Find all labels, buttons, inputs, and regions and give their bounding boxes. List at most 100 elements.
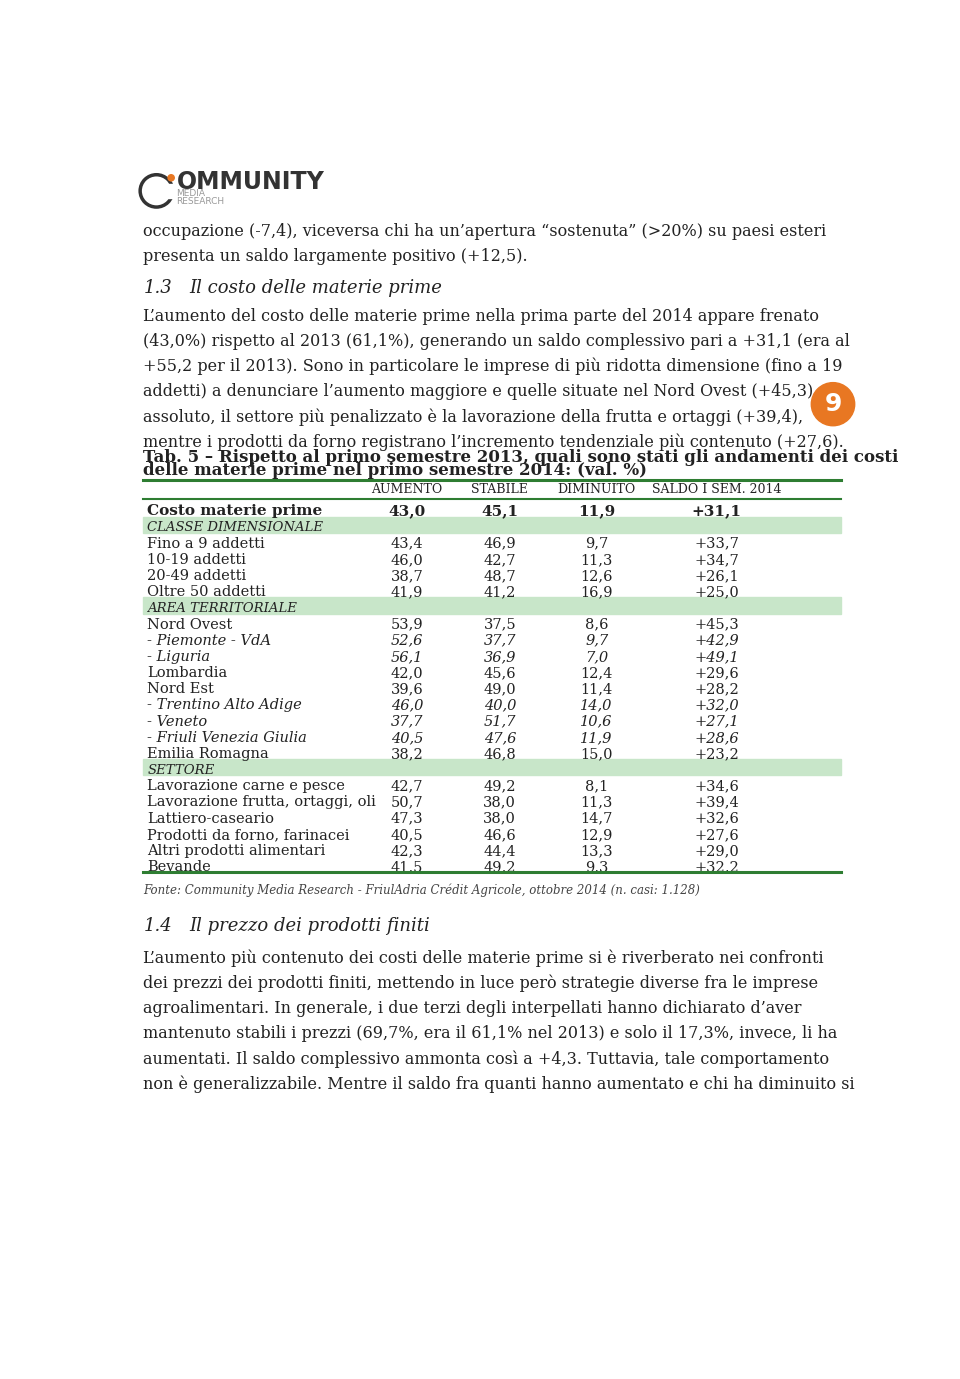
Text: Emilia Romagna: Emilia Romagna: [147, 747, 269, 761]
Text: 43,0: 43,0: [388, 505, 425, 519]
Text: Lavorazione frutta, ortaggi, oli: Lavorazione frutta, ortaggi, oli: [147, 796, 376, 809]
Bar: [143, 517, 841, 532]
Text: +27,6: +27,6: [694, 827, 739, 841]
Text: Altri prodotti alimentari: Altri prodotti alimentari: [147, 844, 325, 858]
Text: 40,0: 40,0: [484, 699, 516, 713]
Text: Lattiero-caseario: Lattiero-caseario: [147, 812, 275, 826]
Text: 11,9: 11,9: [578, 505, 615, 519]
Text: 42,0: 42,0: [391, 666, 423, 680]
Text: OMMUNITY: OMMUNITY: [177, 171, 324, 194]
Text: 20-49 addetti: 20-49 addetti: [147, 570, 247, 583]
Text: 49,2: 49,2: [484, 860, 516, 874]
Text: 41,2: 41,2: [484, 585, 516, 600]
Text: 43,4: 43,4: [391, 536, 423, 550]
Text: Prodotti da forno, farinacei: Prodotti da forno, farinacei: [147, 827, 349, 841]
Text: Oltre 50 addetti: Oltre 50 addetti: [147, 585, 266, 600]
Text: Costo materie prime: Costo materie prime: [147, 505, 323, 519]
Text: 13,3: 13,3: [580, 844, 612, 858]
Text: 46,0: 46,0: [391, 699, 423, 713]
Text: +29,0: +29,0: [694, 844, 739, 858]
Text: 41,5: 41,5: [391, 860, 423, 874]
Text: Nord Ovest: Nord Ovest: [147, 618, 232, 632]
Text: L’aumento più contenuto dei costi delle materie prime si è riverberato nei confr: L’aumento più contenuto dei costi delle …: [143, 949, 854, 1094]
Text: occupazione (-7,4), viceversa chi ha un’apertura “sostenuta” (>20%) su paesi est: occupazione (-7,4), viceversa chi ha un’…: [143, 223, 827, 265]
Text: 40,5: 40,5: [391, 827, 423, 841]
Text: 39,6: 39,6: [391, 683, 423, 696]
Text: 9: 9: [825, 392, 842, 416]
Text: Il prezzo dei prodotti finiti: Il prezzo dei prodotti finiti: [190, 917, 430, 935]
Text: - Liguria: - Liguria: [147, 650, 210, 663]
Text: 8,1: 8,1: [585, 779, 609, 793]
Text: 14,0: 14,0: [581, 699, 612, 713]
Bar: [143, 597, 841, 614]
Text: 38,2: 38,2: [391, 747, 423, 761]
Text: 7,0: 7,0: [585, 650, 609, 663]
Text: AREA TERRITORIALE: AREA TERRITORIALE: [147, 603, 297, 615]
Text: +27,1: +27,1: [694, 714, 739, 728]
Text: +49,1: +49,1: [694, 650, 739, 663]
Text: Nord Est: Nord Est: [147, 683, 214, 696]
Bar: [143, 760, 841, 775]
Text: +32,6: +32,6: [694, 812, 739, 826]
Text: 45,1: 45,1: [481, 505, 518, 519]
Circle shape: [168, 175, 175, 181]
Text: +32,0: +32,0: [694, 699, 739, 713]
Text: STABILE: STABILE: [471, 484, 528, 496]
Text: +31,1: +31,1: [692, 505, 742, 519]
Text: +33,7: +33,7: [694, 536, 739, 550]
Text: +45,3: +45,3: [694, 618, 739, 632]
Text: 52,6: 52,6: [391, 634, 423, 648]
Text: Fino a 9 addetti: Fino a 9 addetti: [147, 536, 265, 550]
Text: +28,6: +28,6: [694, 731, 739, 745]
Text: 53,9: 53,9: [391, 618, 423, 632]
Text: - Friuli Venezia Giulia: - Friuli Venezia Giulia: [147, 731, 307, 745]
Text: 48,7: 48,7: [484, 570, 516, 583]
Text: 47,3: 47,3: [391, 812, 423, 826]
Bar: [156, 183, 176, 197]
Text: 37,7: 37,7: [391, 714, 423, 728]
Text: 11,3: 11,3: [581, 553, 612, 567]
Text: 9,7: 9,7: [585, 634, 609, 648]
Text: 12,6: 12,6: [581, 570, 612, 583]
Text: +29,6: +29,6: [694, 666, 739, 680]
Text: MEDIA: MEDIA: [177, 189, 205, 199]
Text: 11,3: 11,3: [581, 796, 612, 809]
Text: +26,1: +26,1: [694, 570, 739, 583]
Text: 46,6: 46,6: [484, 827, 516, 841]
Text: 12,4: 12,4: [581, 666, 612, 680]
Circle shape: [811, 382, 854, 426]
Text: 49,2: 49,2: [484, 779, 516, 793]
Text: 42,7: 42,7: [484, 553, 516, 567]
Text: SETTORE: SETTORE: [147, 764, 214, 776]
Text: +42,9: +42,9: [694, 634, 739, 648]
Text: 10,6: 10,6: [581, 714, 612, 728]
Text: 10-19 addetti: 10-19 addetti: [147, 553, 246, 567]
Text: 9,7: 9,7: [585, 536, 609, 550]
Text: 36,9: 36,9: [484, 650, 516, 663]
Text: 11,4: 11,4: [581, 683, 612, 696]
Text: +28,2: +28,2: [694, 683, 739, 696]
Text: 45,6: 45,6: [484, 666, 516, 680]
Text: Lavorazione carne e pesce: Lavorazione carne e pesce: [147, 779, 345, 793]
Text: CLASSE DIMENSIONALE: CLASSE DIMENSIONALE: [147, 521, 324, 534]
Text: 49,0: 49,0: [484, 683, 516, 696]
Text: Il costo delle materie prime: Il costo delle materie prime: [190, 280, 443, 298]
Text: 47,6: 47,6: [484, 731, 516, 745]
Text: delle materie prime nel primo semestre 2014: (val. %): delle materie prime nel primo semestre 2…: [143, 462, 647, 479]
Text: 50,7: 50,7: [391, 796, 423, 809]
Text: L’aumento del costo delle materie prime nella prima parte del 2014 appare frenat: L’aumento del costo delle materie prime …: [143, 308, 851, 451]
Text: SALDO I SEM. 2014: SALDO I SEM. 2014: [652, 484, 781, 496]
Text: 1.4: 1.4: [143, 917, 172, 935]
Text: +32,2: +32,2: [694, 860, 739, 874]
Text: Bevande: Bevande: [147, 860, 211, 874]
Text: DIMINUITO: DIMINUITO: [558, 484, 636, 496]
Text: 16,9: 16,9: [581, 585, 612, 600]
Text: 56,1: 56,1: [391, 650, 423, 663]
Text: - Veneto: - Veneto: [147, 714, 207, 728]
Text: RESEARCH: RESEARCH: [177, 197, 225, 207]
Text: +25,0: +25,0: [694, 585, 739, 600]
Text: +34,7: +34,7: [694, 553, 739, 567]
Text: 12,9: 12,9: [581, 827, 612, 841]
Text: 44,4: 44,4: [484, 844, 516, 858]
Text: Tab. 5 – Rispetto al primo semestre 2013, quali sono stati gli andamenti dei cos: Tab. 5 – Rispetto al primo semestre 2013…: [143, 448, 899, 466]
